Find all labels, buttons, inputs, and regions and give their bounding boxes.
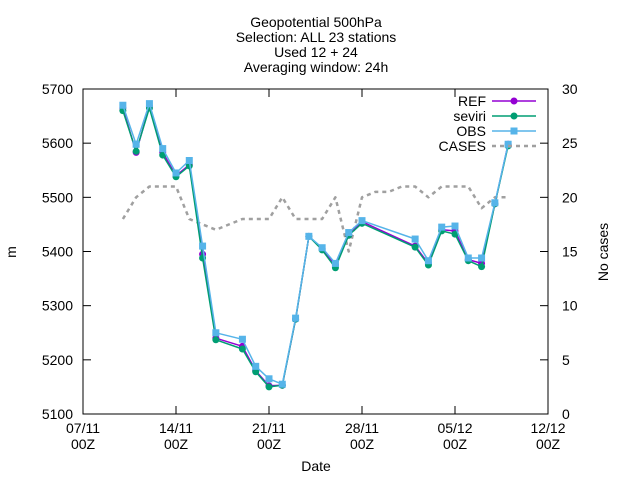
point-obs [464, 254, 472, 262]
title-line: Geopotential 500hPa [250, 14, 382, 30]
title-line: Used 12 + 24 [274, 44, 358, 60]
y2-axis-label: No cases [595, 223, 611, 281]
y2-tick-label: 15 [562, 244, 578, 260]
point-obs [478, 254, 486, 262]
title-line: Averaging window: 24h [244, 59, 389, 75]
point-obs [145, 100, 153, 108]
x-tick-label: 28/11 [345, 420, 379, 436]
point-obs [318, 244, 326, 252]
title-line: Selection: ALL 23 stations [236, 29, 397, 45]
point-obs [119, 101, 127, 109]
point-obs [278, 380, 286, 388]
x-tick-label: 07/11 [66, 420, 100, 436]
point-obs [424, 257, 432, 265]
y2-tick-label: 20 [562, 189, 578, 205]
x-tick-label: 14/11 [159, 420, 193, 436]
point-obs [358, 217, 366, 225]
point-seviri [265, 383, 273, 391]
point-obs [345, 229, 353, 237]
y-axis-label: m [3, 246, 19, 258]
x-tick-label: 00Z [350, 436, 375, 452]
y-tick-label: 5400 [42, 244, 73, 260]
axes: 5100 5200 5300 5400 5500 5600 5700 0 5 10 15 20 25 30… [42, 81, 578, 452]
point-obs [331, 259, 339, 267]
point-obs [451, 222, 459, 230]
legend-marker-ref [510, 97, 518, 105]
x-tick-label: 00Z [164, 436, 189, 452]
legend-marker-seviri [510, 112, 518, 120]
point-seviri [238, 345, 246, 353]
y2-tick-label: 5 [562, 352, 570, 368]
y2-tick-label: 10 [562, 298, 578, 314]
point-obs [411, 235, 419, 243]
y2-tick-label: 30 [562, 81, 578, 97]
point-obs [238, 335, 246, 343]
point-seviri [478, 263, 486, 271]
point-obs [212, 329, 220, 337]
point-obs [132, 140, 140, 148]
y2-tick-label: 25 [562, 135, 578, 151]
point-obs [491, 199, 499, 207]
y-tick-label: 5700 [42, 81, 73, 97]
point-seviri [451, 230, 459, 238]
point-seviri [411, 243, 419, 251]
point-obs [199, 242, 207, 250]
point-obs [504, 140, 512, 148]
point-obs [172, 169, 180, 177]
point-obs [185, 157, 193, 164]
point-obs [159, 145, 167, 153]
point-obs [305, 232, 313, 240]
x-tick-label: 00Z [71, 436, 96, 452]
point-obs [265, 375, 273, 383]
y-tick-label: 5200 [42, 352, 73, 368]
x-tick-label: 12/12 [530, 420, 565, 436]
x-tick-label: 05/12 [437, 420, 472, 436]
series-layer [119, 100, 512, 391]
legend-marker-obs [510, 127, 518, 135]
legend-label-cases: CASES [439, 138, 486, 154]
point-obs [252, 362, 260, 370]
x-tick-label: 00Z [443, 436, 468, 452]
legend-label-ref: REF [458, 93, 486, 109]
series-line-cases [121, 185, 509, 253]
legend-label-obs: OBS [456, 123, 486, 139]
legend-label-seviri: seviri [453, 108, 486, 124]
point-seviri [132, 147, 140, 155]
point-seviri [212, 336, 220, 344]
point-obs [292, 314, 300, 322]
point-seviri [252, 368, 260, 376]
x-tick-label: 21/11 [252, 420, 286, 436]
y-tick-label: 5500 [42, 189, 73, 205]
x-tick-label: 00Z [536, 436, 561, 452]
x-tick-label: 00Z [257, 436, 282, 452]
y2-tick-label: 0 [562, 406, 570, 422]
y-tick-label: 5300 [42, 298, 73, 314]
y-tick-label: 5100 [42, 406, 73, 422]
x-axis-label: Date [301, 458, 331, 474]
y-tick-label: 5600 [42, 135, 73, 151]
point-obs [438, 223, 446, 231]
